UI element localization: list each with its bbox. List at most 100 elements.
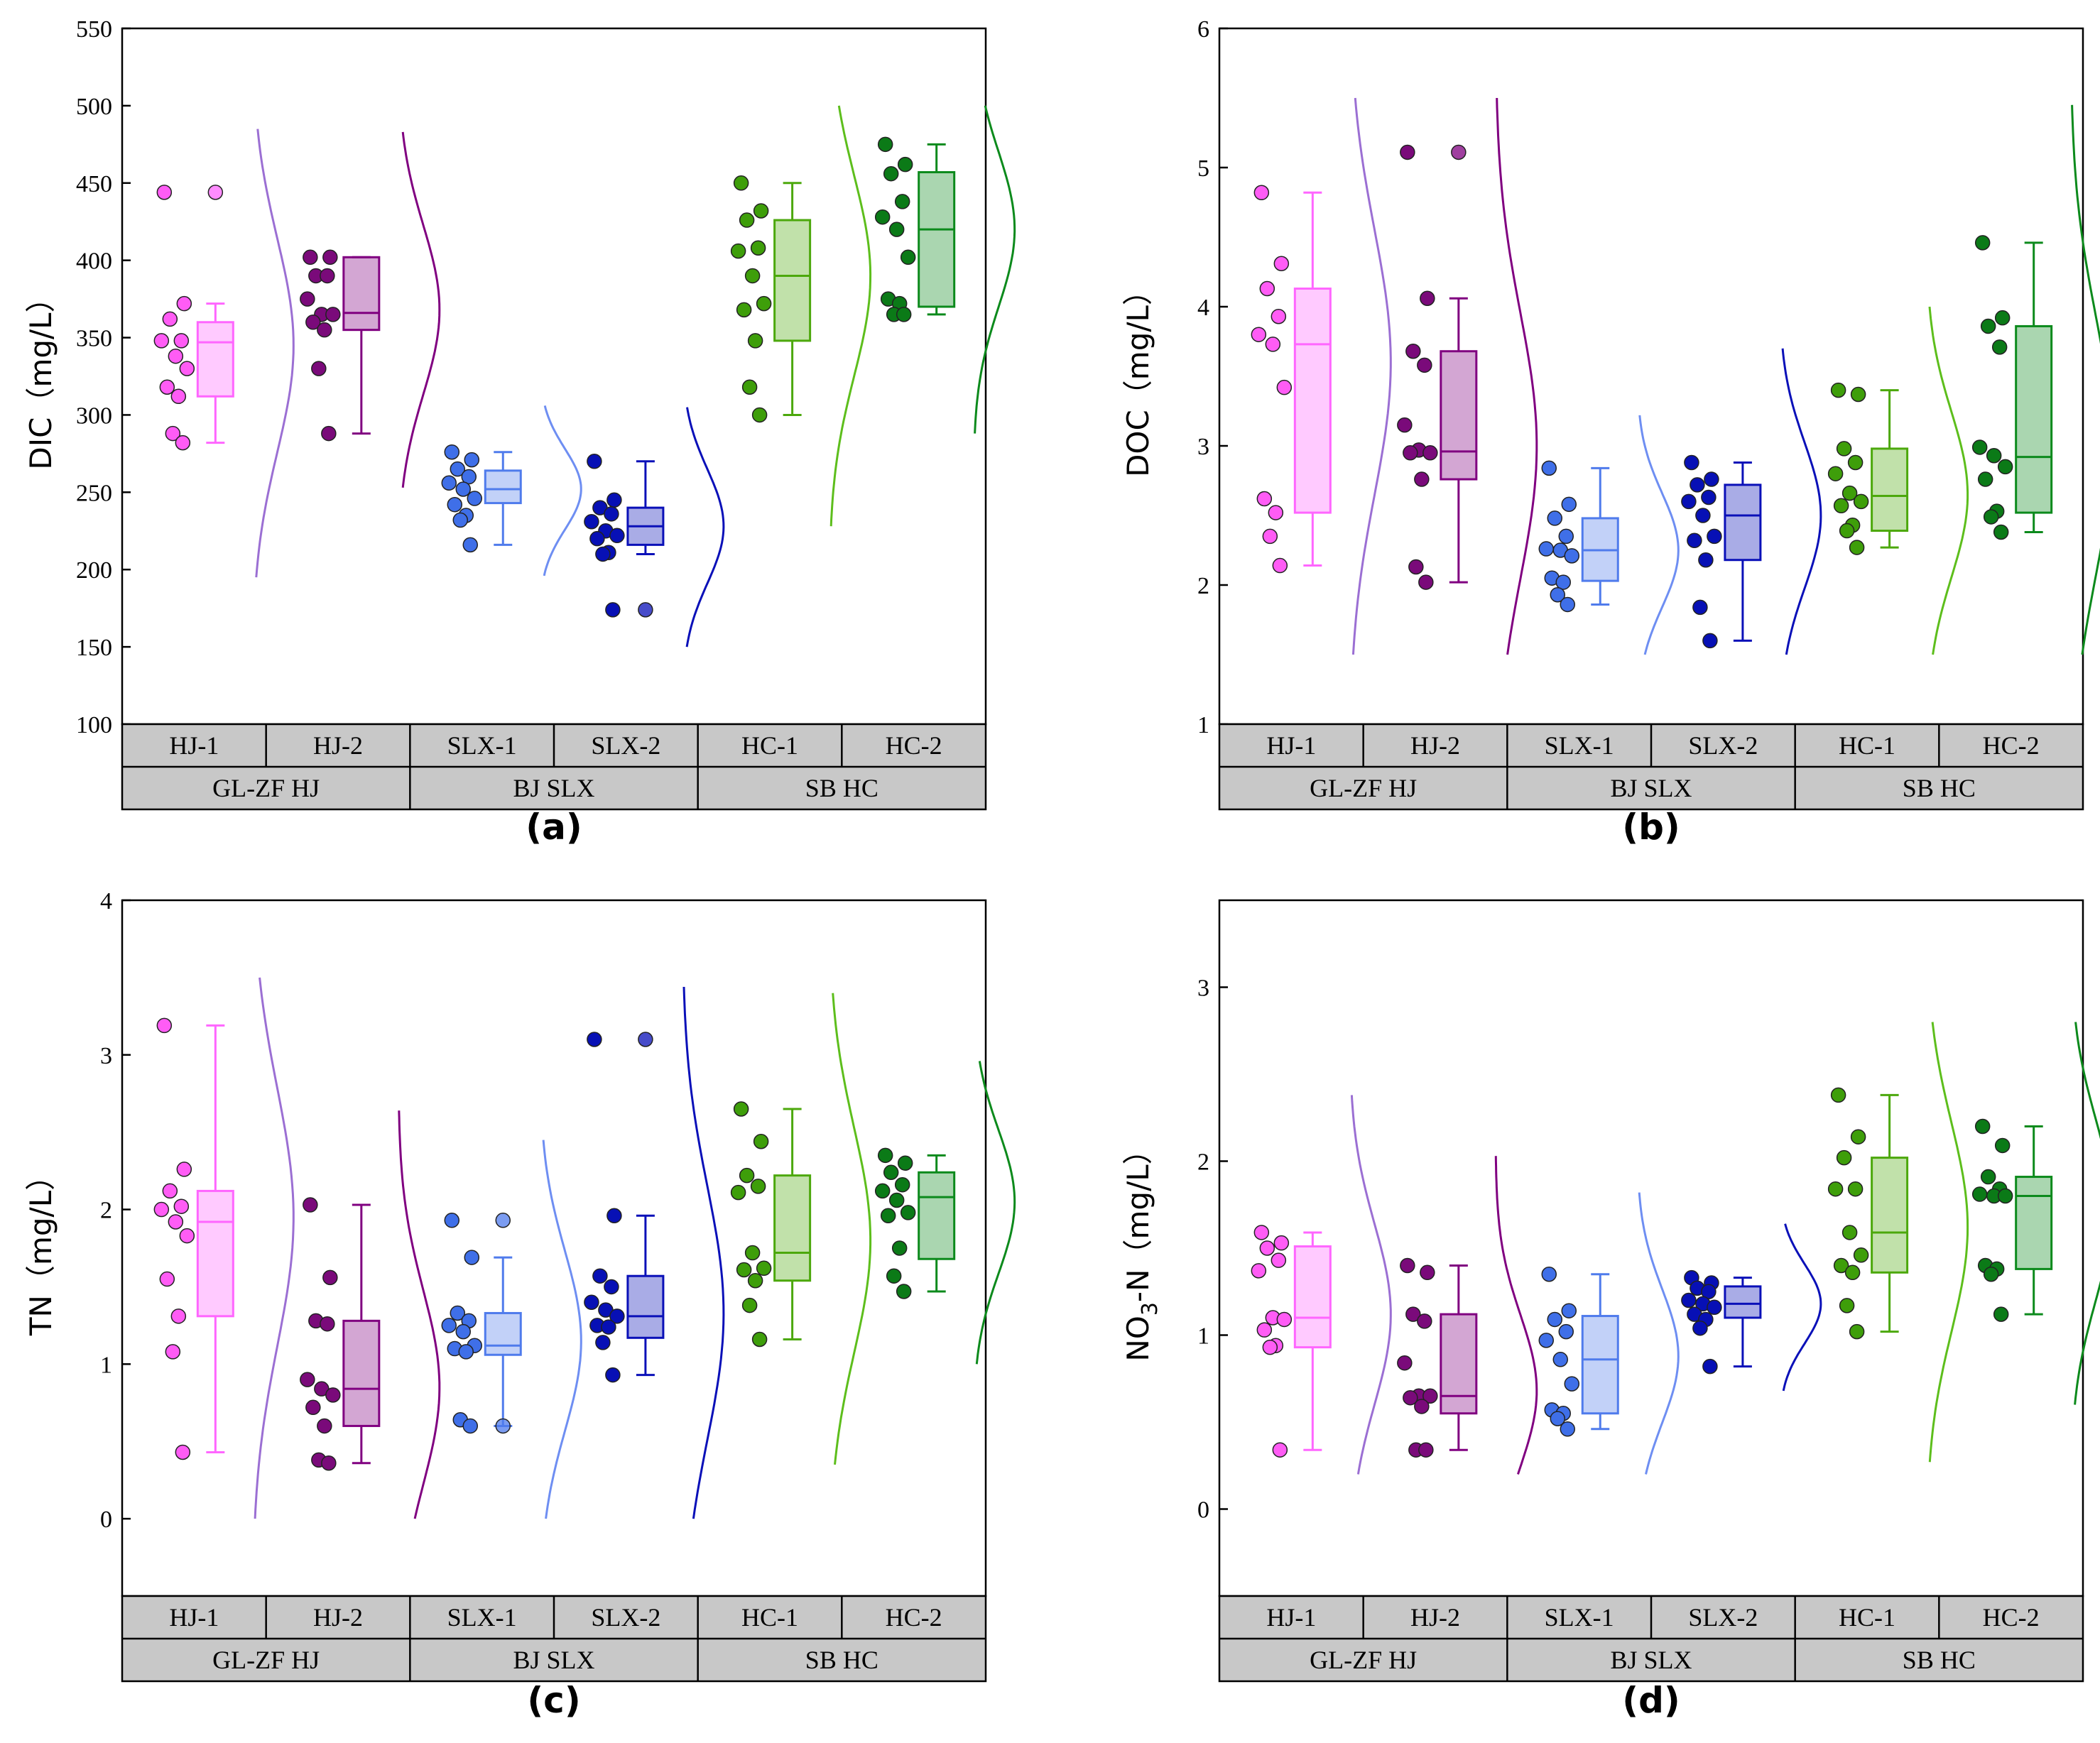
y-tick-label: 200 [76,557,112,584]
density-curve [1638,415,1680,655]
data-point [1841,485,1858,501]
data-point [897,1155,913,1171]
series-HC-2 [1971,104,2100,655]
data-point [601,1319,616,1335]
density-curve [829,105,872,527]
data-point [1844,1264,1861,1281]
data-point [322,249,338,266]
data-point [1560,1421,1576,1437]
data-point [303,1197,318,1213]
data-point [1564,1376,1580,1392]
data-point [165,425,181,442]
data-point [467,491,483,506]
series-SLX-2 [1681,348,1822,655]
data-point [744,268,761,284]
box [1293,1245,1332,1349]
data-point [321,425,337,442]
plot-area [121,27,987,726]
y-tick-label: 4 [100,888,112,914]
y-tick-label: 300 [76,403,112,429]
data-point [168,348,184,364]
group-label: GL-ZF HJ [1310,774,1417,802]
data-point [1550,586,1566,603]
data-point [1707,528,1722,545]
data-point [450,1305,466,1321]
group-label: GL-ZF HJ [212,1646,320,1674]
box [196,321,234,398]
category-label: SLX-2 [591,731,660,760]
data-point [1273,1235,1290,1251]
density-curve [543,405,582,577]
data-point [1993,524,2009,540]
data-point [1980,318,1996,334]
data-point [750,1179,766,1194]
series-SLX-1 [1538,1192,1680,1475]
data-point [1397,1355,1413,1371]
data-point [1418,1442,1434,1458]
category-label: SLX-1 [1545,1603,1614,1632]
data-point [1702,633,1718,649]
data-point [1271,308,1287,324]
data-point [170,1308,187,1324]
series-HC-1 [730,105,872,527]
data-point [1983,1267,1999,1282]
data-point [162,311,178,327]
data-point [1253,185,1270,201]
data-point [1538,541,1555,557]
series-SLX-2 [1681,1223,1822,1392]
panel-label: (b) [1622,807,1680,848]
data-point [587,454,602,469]
data-point [1993,1306,2009,1322]
data-point [877,1147,893,1164]
data-point [1833,498,1849,514]
data-point [1977,471,1993,487]
category-label: HC-1 [1839,731,1895,760]
category-label: HC-1 [1839,1603,1895,1632]
series-HJ-1 [1251,97,1392,655]
data-point [322,1269,338,1286]
density-curve [682,986,725,1519]
category-label: SLX-1 [1545,731,1614,760]
data-point [747,1272,763,1289]
data-point [1259,280,1275,297]
data-point [1839,523,1855,539]
data-point [1418,574,1434,590]
density-curve [1350,1095,1392,1475]
box [626,1274,665,1339]
y-axis-title-part: -N（mg/L） [1121,1135,1155,1302]
density-curve [975,1061,1016,1365]
data-point [1414,471,1430,487]
y-tick-label: 1 [100,1352,112,1378]
box [1440,1313,1478,1415]
series-SLX-1 [441,405,582,577]
y-tick-label: 150 [76,635,112,661]
y-tick-label: 3 [1197,976,1209,1002]
data-point [606,1208,622,1224]
data-point [587,1032,602,1047]
data-point [1273,256,1290,271]
y-tick-label: 6 [1197,16,1209,43]
data-point [1253,1225,1270,1240]
category-label: HJ-2 [313,1603,363,1632]
data-point [1405,1306,1421,1322]
data-point [874,209,891,225]
category-label: SLX-2 [591,1603,660,1632]
data-point [1994,310,2011,326]
y-tick-label: 550 [76,16,112,43]
data-point [179,361,195,376]
data-point [1692,1320,1708,1336]
data-point [1256,1322,1273,1338]
density-curve [1782,1223,1822,1392]
data-point [1558,528,1574,545]
y-axis-title: DOC（mg/L） [1121,275,1155,477]
data-point [739,212,755,228]
group-label: SB HC [1903,1646,1976,1674]
data-point [153,1201,170,1218]
data-point [741,379,758,395]
data-point [162,1183,178,1199]
data-point [450,461,466,477]
density-curve [2071,104,2100,655]
category-label: SLX-2 [1688,731,1758,760]
y-axis-title: DIC（mg/L） [23,283,58,469]
